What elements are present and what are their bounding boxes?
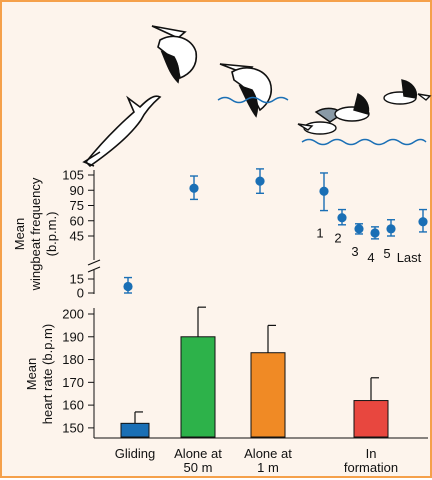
data-point xyxy=(319,186,329,196)
point-label: 2 xyxy=(334,231,341,246)
data-point xyxy=(255,176,265,186)
water-wave xyxy=(217,96,289,104)
y-axis-label-line3: (b.p.m.) xyxy=(44,212,59,257)
gliding-pelican-icon xyxy=(82,95,162,168)
data-point xyxy=(370,228,380,238)
data-point xyxy=(354,224,364,234)
data-point xyxy=(337,213,347,223)
y-tick-label: 15 xyxy=(70,272,84,287)
y-tick-label: 0 xyxy=(77,286,84,301)
data-points: 1 23 4 5 Last xyxy=(123,168,428,294)
y-tick-label: 75 xyxy=(70,198,84,213)
data-point xyxy=(418,217,428,227)
y-axis-label-line1: Mean xyxy=(12,218,27,251)
y-tick-label: 180 xyxy=(62,352,84,367)
y-axis-label-line2: heart rate (b.p.m) xyxy=(40,324,55,424)
x-tick-label-line1: Alone at xyxy=(174,446,222,461)
data-point xyxy=(123,281,133,292)
y-tick-label: 45 xyxy=(70,229,84,244)
flying-pelican-icon xyxy=(219,63,273,118)
y-tick-label: 90 xyxy=(70,183,84,198)
data-point xyxy=(386,224,396,234)
x-tick-label-line2: 50 m xyxy=(184,460,213,475)
formation-pelicans-icon xyxy=(297,79,432,135)
point-label: 1 xyxy=(316,225,323,240)
y-tick-label: 190 xyxy=(62,329,84,344)
flying-pelican-icon xyxy=(151,25,198,84)
y-tick-label: 60 xyxy=(70,213,84,228)
y-tick-label: 150 xyxy=(62,420,84,435)
bar xyxy=(120,422,150,438)
x-tick-label-line1: In xyxy=(366,446,377,461)
axis-break-marker xyxy=(87,259,101,273)
bar xyxy=(180,336,216,438)
y-axis-label-line1: Mean xyxy=(24,358,39,391)
point-label: 3 xyxy=(351,244,358,259)
bars xyxy=(120,306,389,438)
x-tick-label-line1: Alone at xyxy=(244,446,292,461)
point-label: Last xyxy=(397,250,422,265)
y-tick-label: 105 xyxy=(62,168,84,183)
y-ticks: 150 160 170 180 190 200 xyxy=(62,307,94,435)
point-label: 5 xyxy=(383,246,390,261)
x-tick-label-line2: 1 m xyxy=(257,460,279,475)
x-tick-label-line2: formation xyxy=(344,460,398,475)
y-tick-label: 160 xyxy=(62,398,84,413)
y-tick-label: 170 xyxy=(62,375,84,390)
water-wave xyxy=(301,138,427,146)
data-point xyxy=(189,183,199,193)
y-tick-label: 200 xyxy=(62,307,84,322)
bar xyxy=(250,352,286,438)
x-tick-label-line1: Gliding xyxy=(115,446,155,461)
y-axis-label-line2: wingbeat frequency xyxy=(28,177,43,291)
bar xyxy=(353,400,389,438)
point-label: 4 xyxy=(367,250,374,265)
pelican-illustration xyxy=(82,25,432,168)
